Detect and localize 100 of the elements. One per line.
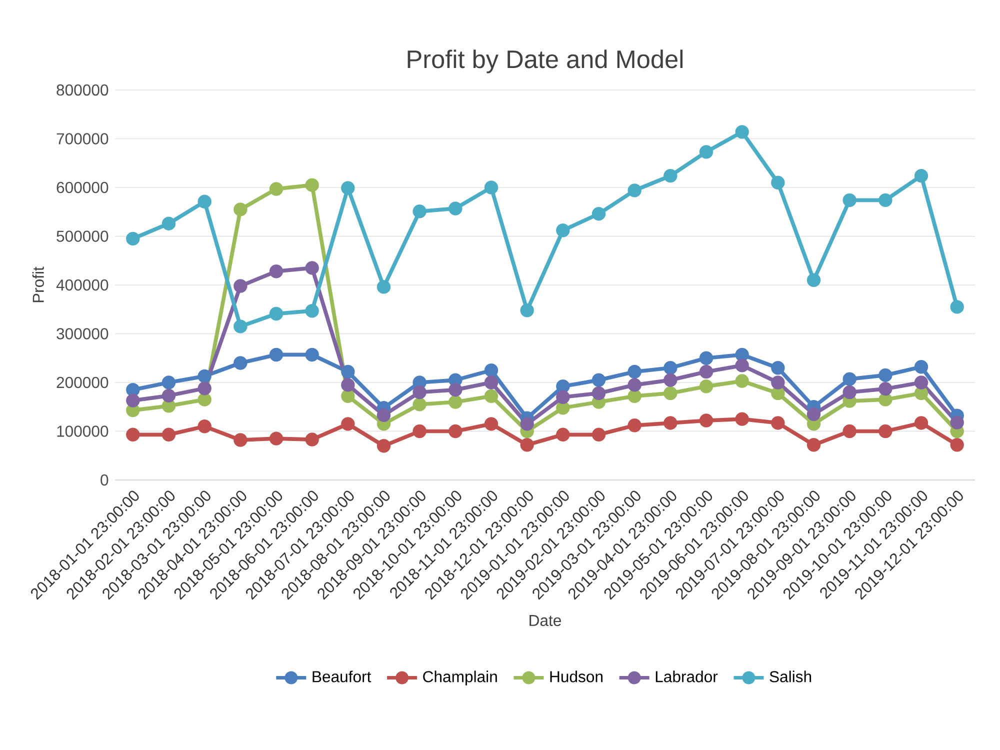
point	[628, 389, 642, 404]
point	[484, 376, 498, 390]
point	[162, 388, 176, 403]
point	[842, 372, 856, 386]
point	[878, 382, 892, 396]
point	[198, 369, 212, 384]
point	[376, 280, 391, 294]
point	[269, 182, 284, 196]
point	[162, 216, 176, 230]
point	[520, 304, 534, 318]
point	[592, 386, 606, 400]
point	[448, 202, 462, 216]
point	[412, 385, 426, 400]
legend-label: Hudson	[550, 670, 602, 682]
chart-title: Profit by Date and Model	[408, 50, 683, 74]
legend-label: Beaufort	[312, 670, 372, 682]
point	[771, 386, 785, 400]
point	[412, 204, 426, 218]
point	[771, 176, 785, 190]
point	[305, 261, 319, 275]
point	[735, 358, 749, 372]
point	[305, 432, 319, 446]
point	[198, 381, 212, 396]
point	[198, 194, 212, 208]
point	[448, 424, 462, 438]
point	[269, 432, 284, 446]
point	[914, 386, 928, 400]
y-tick-label: 600000	[56, 182, 108, 194]
point	[950, 416, 964, 430]
point	[234, 320, 248, 334]
point	[162, 376, 176, 390]
point	[520, 417, 534, 431]
point	[412, 424, 426, 438]
point	[126, 382, 140, 397]
point	[269, 348, 284, 362]
point	[341, 378, 355, 392]
point	[914, 360, 928, 374]
point	[412, 398, 426, 412]
y-tick-label: 200000	[56, 376, 108, 388]
y-tick-label: 400000	[56, 279, 108, 291]
point	[341, 364, 355, 379]
point	[269, 264, 284, 278]
point	[556, 428, 570, 442]
point	[628, 378, 642, 392]
y-tick-label: 300000	[56, 328, 108, 340]
point	[126, 394, 140, 408]
point	[771, 416, 785, 430]
point	[699, 145, 714, 159]
point	[126, 232, 140, 246]
point	[806, 407, 821, 422]
point	[556, 224, 570, 238]
point	[878, 193, 892, 208]
point	[628, 184, 642, 198]
point	[198, 420, 212, 434]
point	[484, 180, 498, 194]
point	[878, 392, 892, 406]
point	[914, 168, 928, 183]
point	[269, 306, 284, 321]
point	[950, 438, 964, 452]
point	[592, 206, 606, 221]
point	[556, 390, 570, 404]
legend-label: Labrador	[656, 670, 718, 682]
point	[735, 348, 749, 362]
point	[162, 399, 176, 413]
point	[806, 438, 821, 452]
point	[198, 392, 212, 406]
point	[162, 428, 176, 442]
point	[735, 412, 749, 426]
point	[842, 424, 856, 438]
point	[341, 181, 355, 195]
point	[341, 389, 355, 404]
legend-label: Salish	[770, 670, 812, 682]
point	[699, 351, 714, 365]
point	[234, 202, 248, 216]
point	[842, 193, 856, 208]
point	[950, 300, 964, 314]
point	[448, 382, 462, 397]
point	[699, 414, 714, 428]
point	[556, 400, 570, 415]
point	[520, 438, 534, 452]
point	[592, 373, 606, 387]
point	[914, 376, 928, 390]
point	[592, 428, 606, 442]
point	[556, 380, 570, 394]
point	[699, 364, 714, 379]
y-tick-label: 100000	[57, 426, 108, 437]
point	[664, 361, 678, 375]
y-tick-label: 700000	[56, 133, 108, 144]
point	[628, 418, 642, 432]
point	[234, 279, 248, 293]
point	[699, 380, 714, 394]
point	[484, 417, 498, 431]
point	[771, 376, 785, 390]
y-tick-label: 800000	[56, 84, 108, 96]
point	[234, 356, 248, 370]
y-axis-title: Profit	[32, 266, 44, 302]
point	[448, 395, 462, 409]
y-tick-label: 500000	[56, 230, 108, 242]
point	[376, 408, 391, 422]
legend-label: Champlain	[423, 670, 497, 686]
